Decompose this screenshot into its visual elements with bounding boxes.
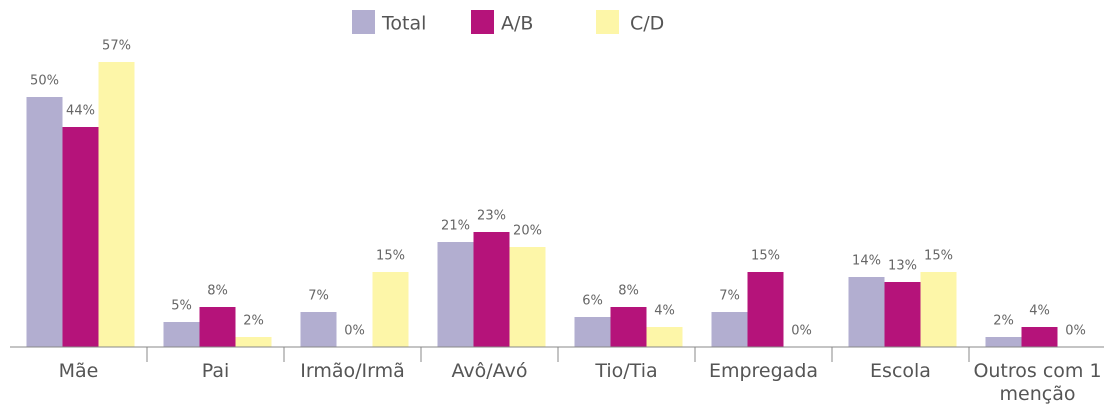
x-tick-label: Empregada	[708, 360, 819, 382]
bar	[26, 97, 63, 347]
value-label: 5%	[171, 299, 192, 314]
value-label: 44%	[66, 104, 95, 119]
value-label: 0%	[791, 324, 812, 339]
bar	[300, 312, 337, 347]
bar	[98, 62, 135, 347]
value-label: 2%	[993, 314, 1014, 329]
bar	[509, 247, 546, 347]
value-label: 4%	[654, 304, 675, 319]
x-tick-label: Irmão/Irmã	[300, 360, 405, 382]
value-label: 57%	[102, 39, 131, 54]
bar	[199, 307, 236, 347]
bar	[610, 307, 647, 347]
x-tick-label: Outros com 1 menção	[973, 360, 1102, 405]
bar	[437, 242, 474, 347]
value-label: 21%	[441, 219, 470, 234]
value-label: 15%	[751, 249, 780, 264]
x-tick-label: Mãe	[58, 360, 99, 382]
value-label: 8%	[618, 284, 639, 299]
bar	[920, 272, 957, 347]
bar	[163, 322, 200, 347]
bar	[62, 127, 99, 347]
value-label: 8%	[207, 284, 228, 299]
value-label: 13%	[888, 259, 917, 274]
x-tick-label: Escola	[870, 360, 931, 382]
bar	[372, 272, 409, 347]
value-label: 14%	[852, 254, 881, 269]
value-label: 23%	[477, 209, 506, 224]
x-tick-label: Avô/Avó	[451, 360, 528, 382]
bar	[646, 327, 683, 347]
legend-swatch	[471, 10, 494, 34]
value-label: 0%	[1065, 324, 1086, 339]
bar	[1021, 327, 1058, 347]
value-label: 4%	[1029, 304, 1050, 319]
bar	[473, 232, 510, 347]
value-label: 6%	[582, 294, 603, 309]
legend-swatch	[596, 10, 619, 34]
bar	[574, 317, 611, 347]
value-label: 50%	[30, 74, 59, 89]
value-label: 7%	[308, 289, 329, 304]
value-label: 15%	[924, 249, 953, 264]
legend-label: C/D	[630, 13, 664, 35]
bar	[884, 282, 921, 347]
value-label: 2%	[243, 314, 264, 329]
value-label: 7%	[719, 289, 740, 304]
x-tick-label: Tio/Tia	[595, 360, 658, 382]
value-label: 20%	[513, 224, 542, 239]
legend-swatch	[352, 10, 375, 34]
bar	[848, 277, 885, 347]
bar	[711, 312, 748, 347]
value-label: 15%	[376, 249, 405, 264]
legend-label: Total	[381, 13, 426, 35]
bar	[985, 337, 1022, 347]
bar	[235, 337, 272, 347]
value-label: 0%	[344, 324, 365, 339]
bar	[747, 272, 784, 347]
legend-label: A/B	[501, 13, 533, 35]
x-tick-label: Pai	[201, 360, 230, 382]
